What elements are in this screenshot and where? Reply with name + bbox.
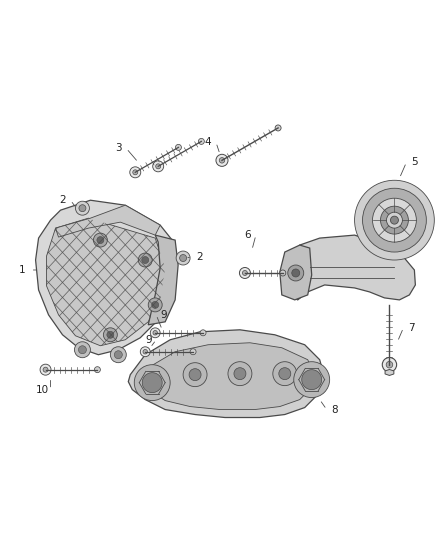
- Circle shape: [183, 362, 207, 386]
- Circle shape: [355, 180, 434, 260]
- Text: 1: 1: [19, 265, 26, 275]
- Text: 9: 9: [145, 335, 152, 345]
- Polygon shape: [143, 343, 314, 409]
- Circle shape: [288, 265, 304, 281]
- Circle shape: [142, 373, 162, 393]
- Circle shape: [140, 347, 150, 357]
- Circle shape: [143, 350, 148, 354]
- Polygon shape: [280, 245, 312, 300]
- Polygon shape: [46, 218, 165, 346]
- Polygon shape: [288, 235, 415, 300]
- Circle shape: [133, 170, 138, 175]
- Circle shape: [242, 270, 247, 276]
- Circle shape: [148, 298, 162, 312]
- Circle shape: [189, 369, 201, 381]
- Circle shape: [74, 342, 90, 358]
- Circle shape: [382, 358, 397, 372]
- Circle shape: [190, 349, 196, 355]
- Circle shape: [97, 237, 104, 244]
- Circle shape: [79, 205, 86, 212]
- Circle shape: [134, 365, 170, 401]
- Circle shape: [150, 328, 160, 338]
- Circle shape: [155, 164, 161, 169]
- Circle shape: [95, 367, 100, 373]
- Circle shape: [107, 332, 114, 338]
- Circle shape: [280, 270, 286, 276]
- Circle shape: [390, 216, 399, 224]
- Circle shape: [130, 167, 141, 178]
- Text: 4: 4: [205, 138, 212, 148]
- Circle shape: [142, 256, 149, 263]
- Circle shape: [240, 268, 251, 278]
- Circle shape: [110, 347, 126, 362]
- Circle shape: [78, 346, 86, 354]
- Circle shape: [292, 269, 300, 277]
- Circle shape: [386, 212, 403, 228]
- Circle shape: [75, 201, 89, 215]
- Circle shape: [93, 233, 107, 247]
- Text: 9: 9: [161, 310, 167, 320]
- Text: 5: 5: [411, 157, 418, 167]
- Circle shape: [372, 198, 417, 242]
- Text: 7: 7: [408, 323, 415, 333]
- Text: 2: 2: [59, 195, 66, 205]
- Circle shape: [103, 328, 117, 342]
- Circle shape: [228, 362, 252, 385]
- Circle shape: [381, 206, 408, 234]
- Polygon shape: [56, 205, 160, 237]
- Text: 10: 10: [36, 385, 49, 394]
- Polygon shape: [35, 200, 175, 355]
- Circle shape: [152, 301, 159, 309]
- Circle shape: [302, 370, 321, 390]
- Circle shape: [176, 251, 190, 265]
- Circle shape: [43, 367, 48, 372]
- Circle shape: [294, 362, 330, 398]
- Circle shape: [273, 362, 297, 385]
- Circle shape: [40, 364, 51, 375]
- Polygon shape: [148, 235, 178, 325]
- Circle shape: [176, 144, 181, 150]
- Circle shape: [386, 361, 393, 368]
- Text: 2: 2: [197, 252, 203, 262]
- Circle shape: [234, 368, 246, 379]
- Circle shape: [153, 330, 157, 335]
- Circle shape: [200, 330, 206, 336]
- Circle shape: [363, 188, 426, 252]
- Text: 8: 8: [331, 405, 338, 415]
- Circle shape: [279, 368, 291, 379]
- Polygon shape: [128, 330, 325, 417]
- Circle shape: [198, 139, 205, 144]
- Circle shape: [180, 255, 187, 262]
- Circle shape: [219, 158, 225, 163]
- Circle shape: [114, 351, 122, 359]
- Circle shape: [275, 125, 281, 131]
- Circle shape: [216, 155, 228, 166]
- Circle shape: [153, 161, 164, 172]
- Circle shape: [138, 253, 152, 267]
- Text: 6: 6: [244, 230, 251, 240]
- Polygon shape: [385, 369, 394, 375]
- Text: 3: 3: [115, 143, 122, 154]
